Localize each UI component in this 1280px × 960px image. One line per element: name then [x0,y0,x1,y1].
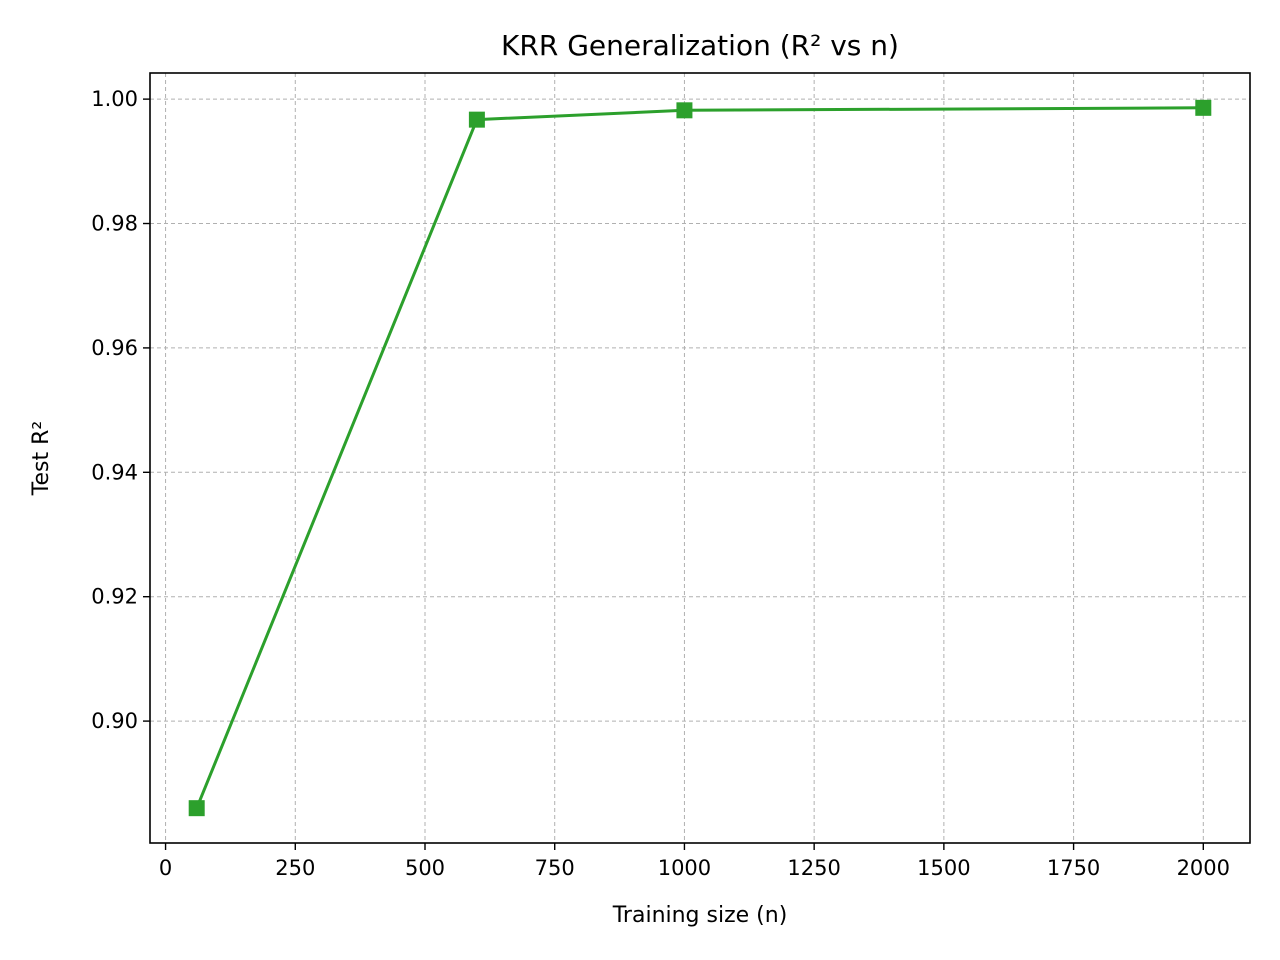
y-tick-label: 0.90 [91,709,138,733]
x-tick-label: 1250 [787,856,840,880]
x-tick-label: 1750 [1047,856,1100,880]
plot-frame [149,72,1251,844]
chart-title: KRR Generalization (R² vs n) [501,29,899,62]
y-tick-label: 0.92 [91,585,138,609]
y-tick-label: 0.96 [91,336,138,360]
x-axis-label: Training size (n) [612,903,788,928]
y-axis-label: Test R² [29,421,54,496]
data-point [676,102,693,119]
x-tick-label: 500 [405,856,445,880]
x-tick-label: 750 [535,856,575,880]
x-tick-label: 2000 [1177,856,1230,880]
y-axis: 0.90 0.92 0.94 0.96 0.98 1.00 [91,87,150,733]
y-tick-label: 0.94 [91,460,138,484]
grid [150,73,1250,843]
x-axis: 0 250 500 750 1000 1250 1500 1750 2000 [159,843,1230,880]
x-tick-label: 1500 [917,856,970,880]
y-tick-label: 0.98 [91,212,138,236]
x-tick-label: 250 [275,856,315,880]
x-tick-label: 0 [159,856,172,880]
series-layer [188,99,1212,817]
y-tick-label: 1.00 [91,87,138,111]
x-tick-label: 1000 [658,856,711,880]
data-point [1195,99,1212,116]
series-line [195,106,1204,809]
data-point [188,800,205,817]
data-point [468,111,485,128]
